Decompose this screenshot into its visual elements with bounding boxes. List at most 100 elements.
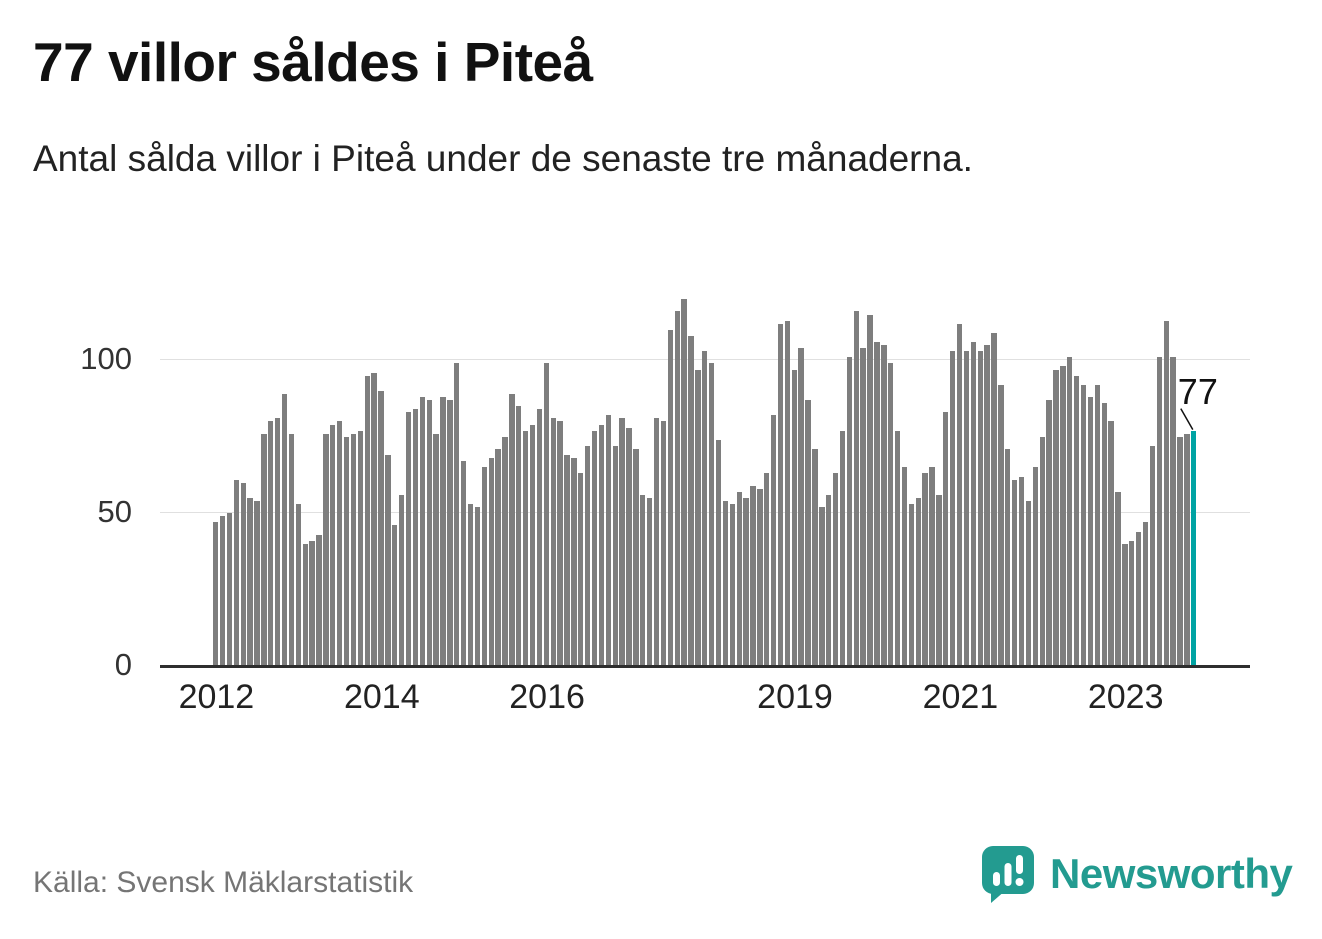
bar — [894, 430, 901, 666]
bar — [440, 397, 446, 666]
bar — [736, 491, 742, 666]
bar — [447, 400, 453, 666]
bar — [681, 299, 687, 666]
x-tick-label: 2021 — [922, 678, 999, 716]
bar — [1053, 369, 1059, 666]
bar — [688, 335, 694, 666]
bar — [288, 433, 295, 666]
bar — [550, 418, 556, 666]
bar — [950, 351, 956, 666]
bar — [970, 342, 977, 666]
bar — [509, 393, 515, 666]
bar — [640, 494, 646, 666]
bar — [309, 540, 315, 666]
bar — [1060, 366, 1066, 666]
y-tick-label: 0 — [114, 647, 132, 682]
bar — [1163, 320, 1169, 666]
bar — [467, 504, 474, 666]
bar — [1149, 445, 1156, 666]
bar — [929, 467, 935, 666]
bar — [385, 455, 391, 666]
bar — [591, 430, 598, 666]
bar — [522, 430, 529, 666]
x-axis-line — [160, 665, 1250, 668]
bar — [1032, 467, 1039, 666]
bar — [543, 363, 549, 666]
bar — [1177, 436, 1183, 666]
x-tick-label: 2014 — [343, 678, 420, 716]
x-tick-label: 2012 — [178, 678, 255, 716]
bar — [1115, 491, 1121, 666]
bar — [419, 397, 425, 666]
bar — [405, 412, 412, 666]
y-tick-label: 50 — [97, 494, 132, 530]
bar — [757, 488, 763, 666]
bar — [412, 409, 419, 666]
bar — [564, 455, 570, 666]
bar — [598, 424, 605, 666]
bar — [350, 433, 357, 666]
bar — [1156, 357, 1163, 666]
bar — [1012, 479, 1018, 666]
bar — [653, 418, 660, 666]
bar — [254, 500, 260, 666]
bar — [984, 345, 990, 666]
bar — [798, 348, 804, 666]
bar — [619, 418, 625, 666]
bar — [474, 507, 481, 666]
bar — [874, 342, 880, 666]
bar — [963, 351, 970, 666]
bar — [998, 384, 1004, 666]
bar — [1046, 400, 1052, 666]
bar — [557, 421, 563, 666]
bar — [908, 504, 915, 666]
y-axis: 0 50 100 — [0, 270, 132, 740]
bar — [646, 497, 653, 666]
x-tick-label: 2016 — [509, 678, 585, 716]
bar — [357, 430, 363, 666]
bar — [302, 543, 308, 666]
bar — [695, 369, 701, 666]
bar — [1108, 421, 1114, 666]
bar — [605, 415, 611, 666]
bar — [398, 494, 405, 666]
bar — [1129, 540, 1135, 666]
bar — [860, 348, 866, 666]
newsworthy-logo: Newsworthy — [980, 844, 1293, 904]
bar-current-period — [1191, 430, 1197, 666]
bar — [667, 329, 673, 666]
bar — [268, 421, 274, 666]
bar — [715, 439, 722, 666]
bar — [1025, 500, 1032, 666]
page-subtitle: Antal sålda villor i Piteå under de sena… — [33, 138, 973, 179]
bar — [488, 458, 494, 666]
annotation-value: 77 — [1177, 370, 1218, 412]
bar — [784, 320, 791, 666]
bar — [226, 513, 233, 666]
bar — [1094, 384, 1101, 666]
bar — [1170, 357, 1176, 666]
bar — [1087, 397, 1094, 666]
bar — [529, 424, 536, 666]
bar — [433, 433, 439, 666]
x-tick-label: 2023 — [1087, 678, 1164, 716]
bar — [770, 415, 777, 666]
bar — [460, 461, 467, 666]
bar — [274, 418, 281, 666]
bar — [881, 345, 887, 666]
bar — [295, 504, 302, 666]
bar — [853, 311, 859, 666]
bar — [729, 504, 735, 666]
bar — [1101, 403, 1107, 666]
x-axis: 2012 2014 2016 2019 2021 2023 — [160, 678, 1250, 728]
bar — [1067, 357, 1073, 666]
bar — [481, 467, 487, 666]
bar — [364, 375, 370, 666]
bar — [233, 479, 240, 666]
bar — [392, 525, 398, 666]
x-tick-label: 2019 — [757, 678, 833, 716]
source-text: Källa: Svensk Mäklarstatistik — [33, 866, 414, 899]
bar — [426, 400, 432, 666]
bar — [764, 473, 770, 666]
bar — [708, 363, 715, 666]
